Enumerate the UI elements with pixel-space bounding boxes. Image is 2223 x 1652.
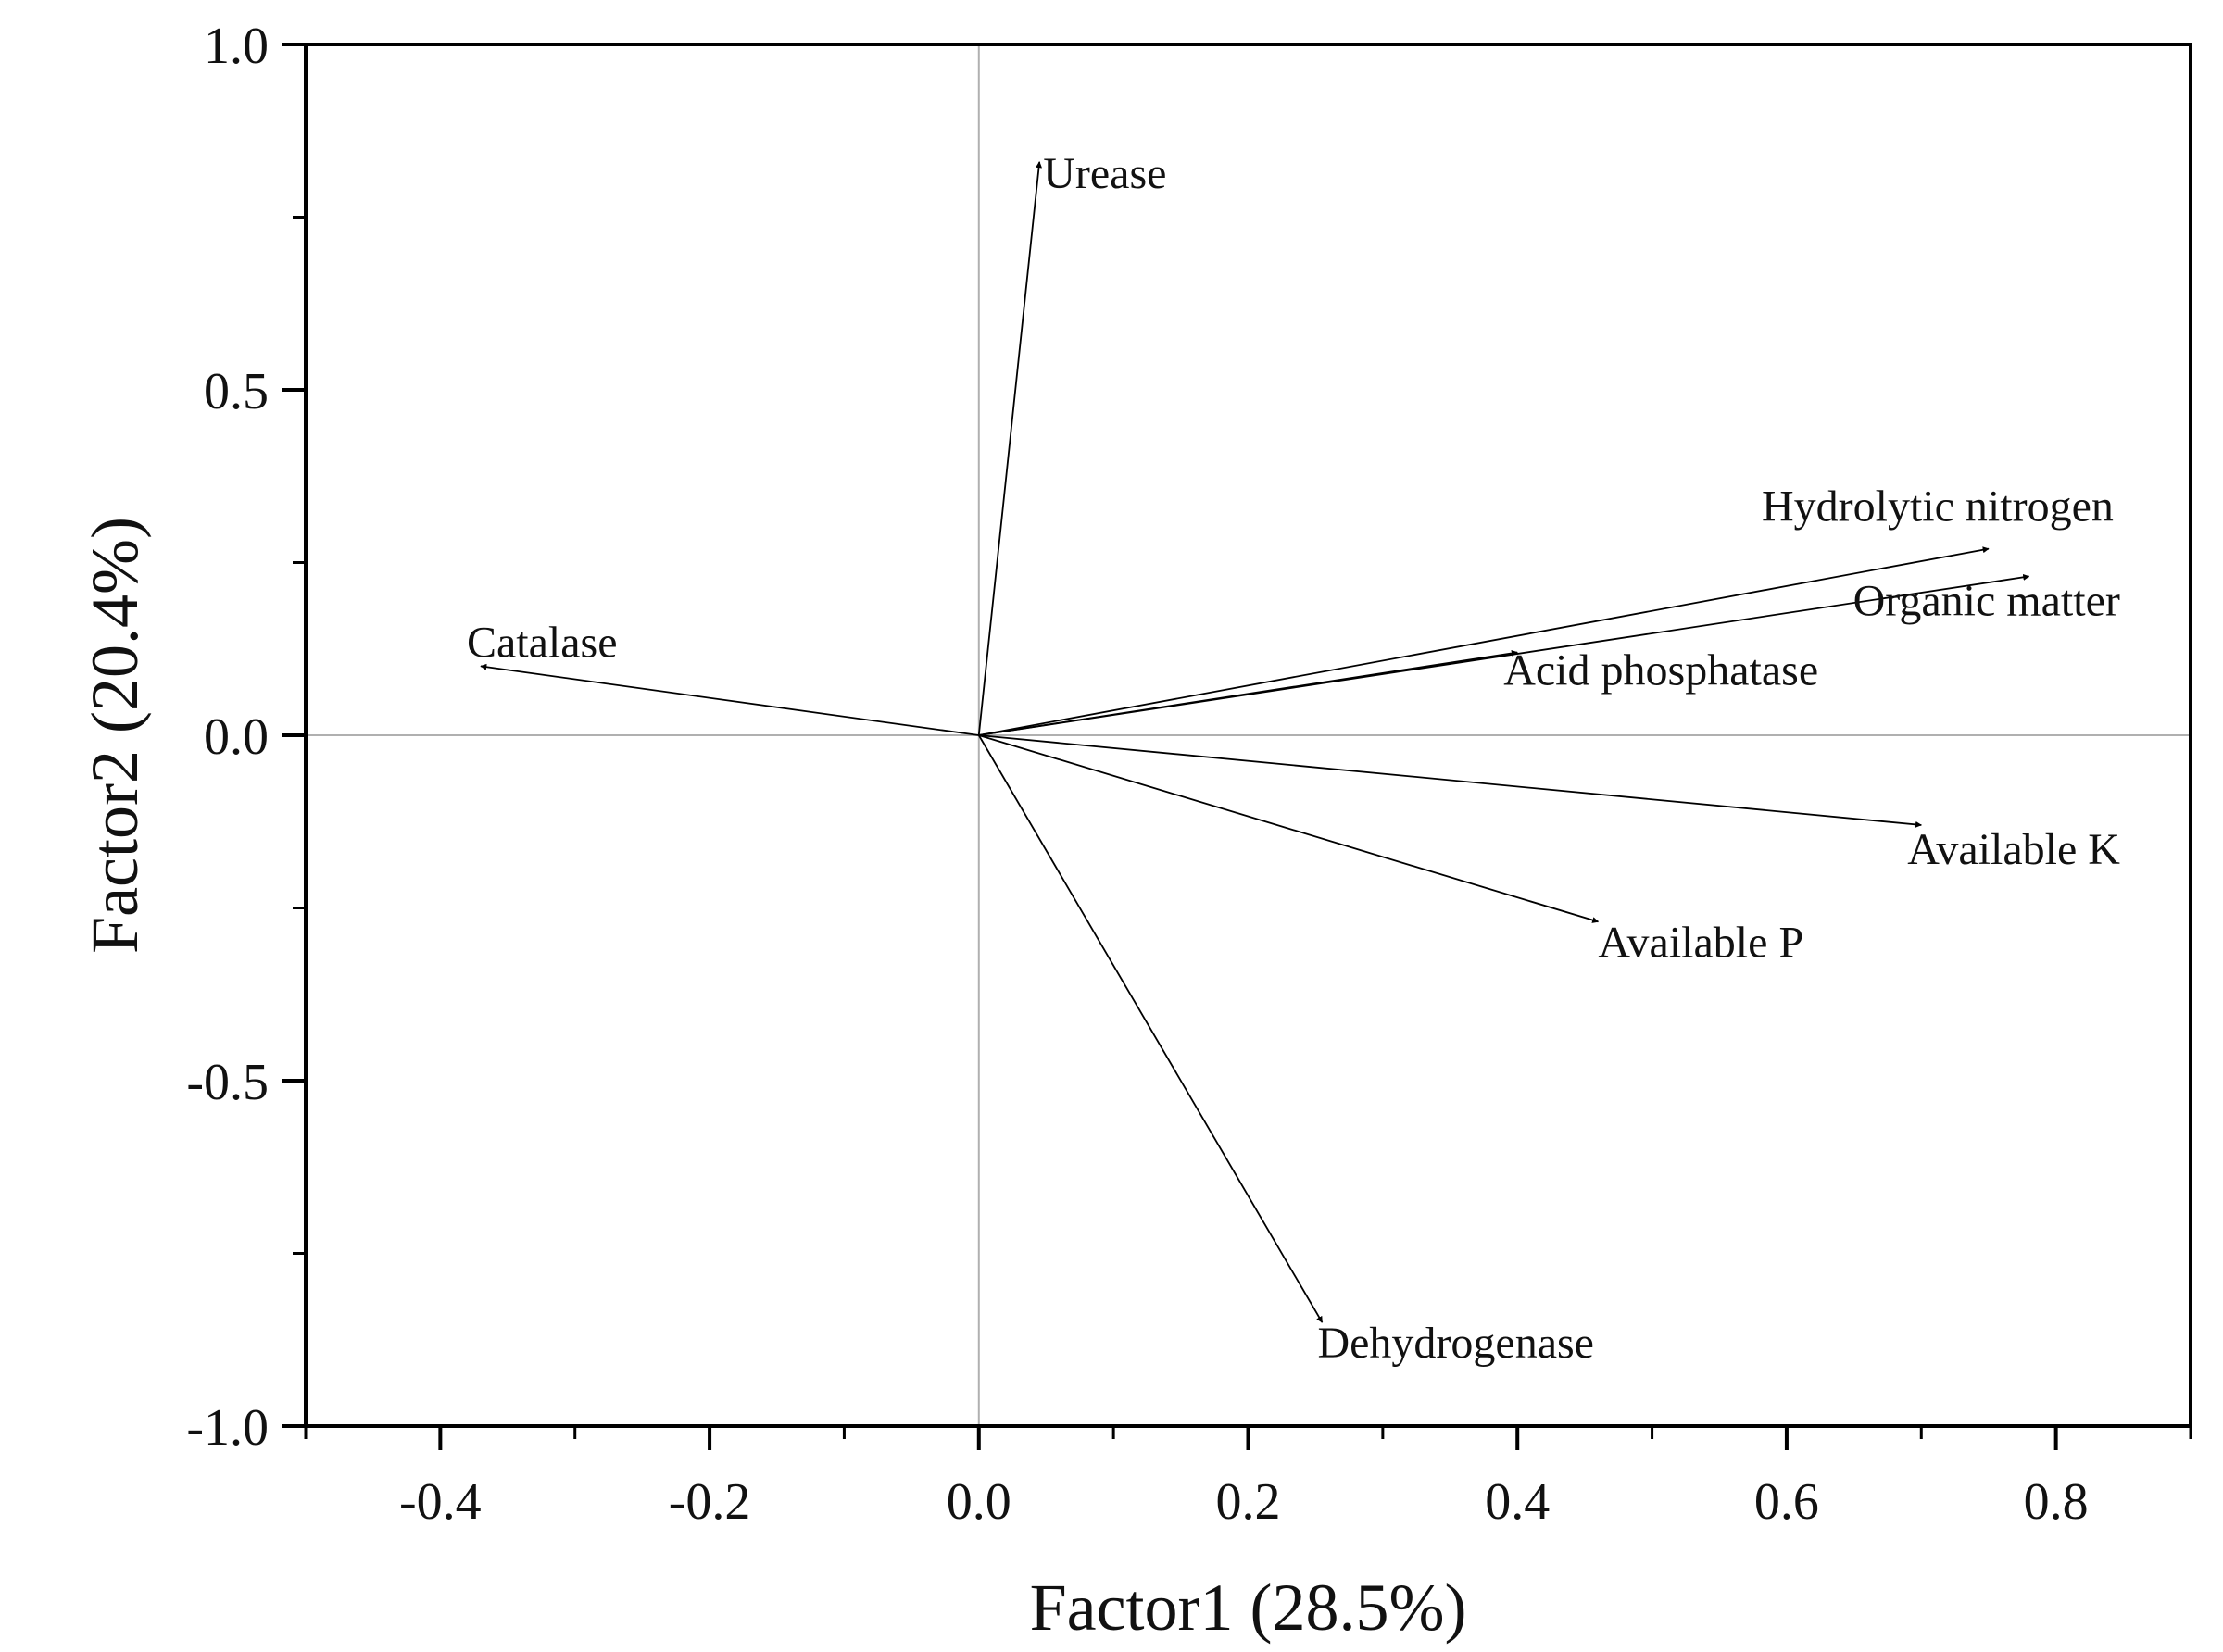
vector-acid-phosphatase xyxy=(978,649,1518,736)
x-tick-label: -0.4 xyxy=(399,1473,482,1531)
vector-label-hydrolytic-nitrogen: Hydrolytic nitrogen xyxy=(1762,482,2114,532)
vector-label-acid-phosphatase: Acid phosphatase xyxy=(1503,645,1818,695)
y-axis-title: Factor2 (20.4%) xyxy=(78,517,152,954)
vector-hydrolytic-nitrogen xyxy=(978,546,1990,736)
vector-urease xyxy=(977,161,1043,736)
x-tick-label: 0.0 xyxy=(947,1473,1011,1531)
vector-label-urease: Urease xyxy=(1043,149,1166,198)
reference-lines xyxy=(306,44,2191,1426)
x-tick-label: 0.6 xyxy=(1754,1473,1819,1531)
x-tick-label: 0.4 xyxy=(1485,1473,1550,1531)
y-tick-label: 0.0 xyxy=(204,708,269,766)
x-tick-label: 0.2 xyxy=(1216,1473,1281,1531)
vector-label-organic-matter: Organic matter xyxy=(1853,576,2120,625)
vector-label-dehydrogenase: Dehydrogenase xyxy=(1317,1319,1594,1368)
x-axis-ticks: -0.4 -0.2 0.0 0.2 0.4 0.6 0.8 xyxy=(304,1426,2192,1531)
y-tick-label: 1.0 xyxy=(204,18,269,75)
y-tick-label: 0.5 xyxy=(204,363,269,420)
vector-available-k xyxy=(978,734,1922,828)
y-tick-label: -0.5 xyxy=(186,1054,269,1111)
vector-catalase xyxy=(480,663,979,736)
x-axis-title: Factor1 (28.5%) xyxy=(1030,1571,1467,1645)
loading-vectors: Urease Hydrolytic nitrogen Organic matter A… xyxy=(467,149,2120,1368)
y-tick-label: -1.0 xyxy=(186,1399,269,1457)
vector-dehydrogenase xyxy=(978,734,1324,1323)
y-axis-ticks: -1.0 -0.5 0.0 0.5 1.0 xyxy=(186,18,306,1457)
x-tick-label: 0.8 xyxy=(2024,1473,2089,1531)
vector-label-available-k: Available K xyxy=(1907,825,2120,874)
vector-available-p xyxy=(978,734,1600,923)
x-tick-label: -0.2 xyxy=(669,1473,751,1531)
vector-label-catalase: Catalase xyxy=(467,618,618,667)
vector-label-available-p: Available P xyxy=(1598,918,1803,967)
